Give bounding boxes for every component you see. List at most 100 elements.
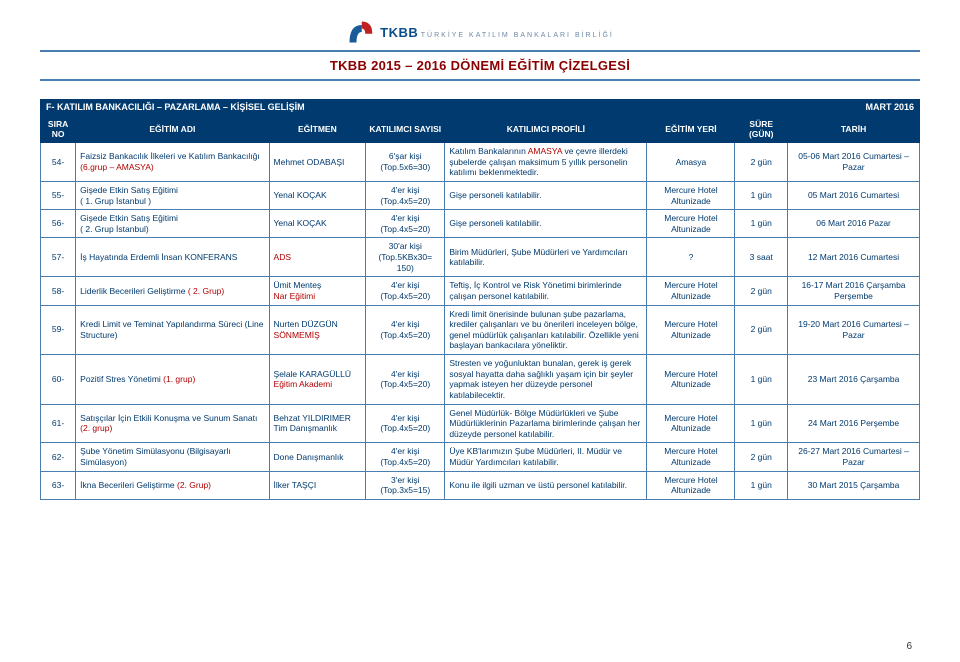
col-tarih: TARİH xyxy=(788,116,920,143)
table-row: 62-Şube Yönetim Simülasyonu (Bilgisayarl… xyxy=(41,443,920,471)
table-row: 60-Pozitif Stres Yönetimi (1. grup)Şelal… xyxy=(41,355,920,405)
cell: 12 Mart 2016 Cumartesi xyxy=(788,238,920,277)
table-row: 55-Gişede Etkin Satış Eğitimi( 1. Grup İ… xyxy=(41,181,920,209)
cell: Satışçılar İçin Etkili Konuşma ve Sunum … xyxy=(76,404,269,443)
cell: 30 Mart 2015 Çarşamba xyxy=(788,471,920,499)
cell: İlker TAŞÇI xyxy=(269,471,366,499)
table-body: 54-Faizsiz Bankacılık İlkeleri ve Katılı… xyxy=(41,143,920,500)
brand-full: TÜRKİYE KATILIM BANKALARI BİRLİĞİ xyxy=(421,32,614,39)
table-row: 54-Faizsiz Bankacılık İlkeleri ve Katılı… xyxy=(41,143,920,182)
cell: 05 Mart 2016 Cumartesi xyxy=(788,181,920,209)
table-head: SIRA NOEĞİTİM ADIEĞİTMENKATILIMCI SAYISI… xyxy=(41,116,920,143)
section-bar: F- KATILIM BANKACILIĞI – PAZARLAMA – KİŞ… xyxy=(40,99,920,115)
cell: Behzat YILDIRIMER Tim Danışmanlık xyxy=(269,404,366,443)
cell: Liderlik Becerileri Geliştirme ( 2. Grup… xyxy=(76,277,269,305)
cell: 3 saat xyxy=(735,238,788,277)
cell: 55- xyxy=(41,181,76,209)
cell: 23 Mart 2016 Çarşamba xyxy=(788,355,920,405)
cell: 06 Mart 2016 Pazar xyxy=(788,210,920,238)
cell: 19-20 Mart 2016 Cumartesi – Pazar xyxy=(788,305,920,355)
cell: 2 gün xyxy=(735,443,788,471)
cell: 60- xyxy=(41,355,76,405)
cell: 63- xyxy=(41,471,76,499)
cell: Şelale KARAGÜLLÜEğitim Akademi xyxy=(269,355,366,405)
logo-row: TKBB TÜRKİYE KATILIM BANKALARI BİRLİĞİ xyxy=(40,18,920,46)
table-row: 56-Gişede Etkin Satış Eğitimi( 2. Grup İ… xyxy=(41,210,920,238)
cell: Pozitif Stres Yönetimi (1. grup) xyxy=(76,355,269,405)
cell: ? xyxy=(647,238,735,277)
cell: Mercure Hotel Altunizade xyxy=(647,277,735,305)
cell: Birim Müdürleri, Şube Müdürleri ve Yardı… xyxy=(445,238,647,277)
cell: 3'er kişi (Top.3x5=15) xyxy=(366,471,445,499)
cell: 54- xyxy=(41,143,76,182)
cell: 1 gün xyxy=(735,404,788,443)
cell: Yenal KOÇAK xyxy=(269,181,366,209)
cell: Mercure Hotel Altunizade xyxy=(647,181,735,209)
cell: Şube Yönetim Simülasyonu (Bilgisayarlı S… xyxy=(76,443,269,471)
cell: Mercure Hotel Altunizade xyxy=(647,404,735,443)
cell: İş Hayatında Erdemli İnsan KONFERANS xyxy=(76,238,269,277)
training-table: SIRA NOEĞİTİM ADIEĞİTMENKATILIMCI SAYISI… xyxy=(40,115,920,500)
cell: İkna Becerileri Geliştirme (2. Grup) xyxy=(76,471,269,499)
table-row: 58-Liderlik Becerileri Geliştirme ( 2. G… xyxy=(41,277,920,305)
brand-logo: TKBB TÜRKİYE KATILIM BANKALARI BİRLİĞİ xyxy=(346,18,614,46)
cell: Ümit MenteşNar Eğitimi xyxy=(269,277,366,305)
cell: Mercure Hotel Altunizade xyxy=(647,210,735,238)
cell: 6'şar kişi (Top.5x6=30) xyxy=(366,143,445,182)
cell: 61- xyxy=(41,404,76,443)
cell: 30'ar kişi (Top.5KBx30= 150) xyxy=(366,238,445,277)
cell: 2 gün xyxy=(735,143,788,182)
cell: 62- xyxy=(41,443,76,471)
cell: Konu ile ilgili uzman ve üstü personel k… xyxy=(445,471,647,499)
section-period: MART 2016 xyxy=(859,99,920,115)
cell: 2 gün xyxy=(735,277,788,305)
cell: 1 gün xyxy=(735,471,788,499)
cell: 4'er kişi (Top.4x5=20) xyxy=(366,181,445,209)
section-label: F- KATILIM BANKACILIĞI – PAZARLAMA – KİŞ… xyxy=(40,99,859,115)
table-row: 57-İş Hayatında Erdemli İnsan KONFERANSA… xyxy=(41,238,920,277)
cell: 26-27 Mart 2016 Cumartesi – Pazar xyxy=(788,443,920,471)
cell: Gişede Etkin Satış Eğitimi( 2. Grup İsta… xyxy=(76,210,269,238)
cell: Gişe personeli katılabilir. xyxy=(445,181,647,209)
cell: Gişede Etkin Satış Eğitimi( 1. Grup İsta… xyxy=(76,181,269,209)
cell: Mercure Hotel Altunizade xyxy=(647,355,735,405)
cell: ADS xyxy=(269,238,366,277)
cell: 4'er kişi (Top.4x5=20) xyxy=(366,443,445,471)
cell: Nurten DÜZGÜNSÖNMEMİŞ xyxy=(269,305,366,355)
cell: Stresten ve yoğunluktan bunalan, gerek i… xyxy=(445,355,647,405)
brand-initials: TKBB xyxy=(380,25,418,40)
cell: Gişe personeli katılabilir. xyxy=(445,210,647,238)
cell: Genel Müdürlük- Bölge Müdürlükleri ve Şu… xyxy=(445,404,647,443)
cell: 2 gün xyxy=(735,305,788,355)
cell: 59- xyxy=(41,305,76,355)
cell: 05-06 Mart 2016 Cumartesi – Pazar xyxy=(788,143,920,182)
page-number: 6 xyxy=(906,641,912,652)
cell: 1 gün xyxy=(735,210,788,238)
cell: Yenal KOÇAK xyxy=(269,210,366,238)
table-row: 63-İkna Becerileri Geliştirme (2. Grup)İ… xyxy=(41,471,920,499)
document-page: TKBB TÜRKİYE KATILIM BANKALARI BİRLİĞİ T… xyxy=(0,0,960,500)
cell: Done Danışmanlık xyxy=(269,443,366,471)
cell: Mercure Hotel Altunizade xyxy=(647,305,735,355)
table-row: 61-Satışçılar İçin Etkili Konuşma ve Sun… xyxy=(41,404,920,443)
cell: 4'er kişi (Top.4x5=20) xyxy=(366,305,445,355)
table-row: 59-Kredi Limit ve Teminat Yapılandırma S… xyxy=(41,305,920,355)
col-sira: SIRA NO xyxy=(41,116,76,143)
col-profil: KATILIMCI PROFİLİ xyxy=(445,116,647,143)
title-band: TKBB 2015 – 2016 DÖNEMİ EĞİTİM ÇİZELGESİ xyxy=(40,50,920,81)
cell: Teftiş, İç Kontrol ve Risk Yönetimi biri… xyxy=(445,277,647,305)
cell: Amasya xyxy=(647,143,735,182)
cell: Üye KB'larımızın Şube Müdürleri, II. Müd… xyxy=(445,443,647,471)
cell: 4'er kişi (Top.4x5=20) xyxy=(366,355,445,405)
brand-text: TKBB TÜRKİYE KATILIM BANKALARI BİRLİĞİ xyxy=(380,25,614,40)
cell: 16-17 Mart 2016 Çarşamba Perşembe xyxy=(788,277,920,305)
cell: Kredi limit önerisinde bulunan şube paza… xyxy=(445,305,647,355)
cell: 1 gün xyxy=(735,355,788,405)
page-title: TKBB 2015 – 2016 DÖNEMİ EĞİTİM ÇİZELGESİ xyxy=(40,52,920,79)
cell: 4'er kişi (Top.4x5=20) xyxy=(366,404,445,443)
col-ad: EĞİTİM ADI xyxy=(76,116,269,143)
cell: 24 Mart 2016 Perşembe xyxy=(788,404,920,443)
cell: 4'er kişi (Top.4x5=20) xyxy=(366,210,445,238)
col-sayi: KATILIMCI SAYISI xyxy=(366,116,445,143)
cell: Kredi Limit ve Teminat Yapılandırma Süre… xyxy=(76,305,269,355)
